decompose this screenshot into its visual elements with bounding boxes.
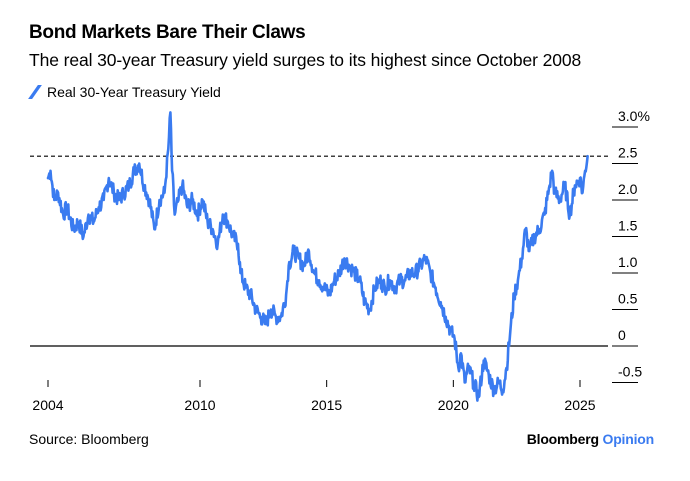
chart-title: Bond Markets Bare Their Claws [29,22,306,43]
x-tick-label: 2020 [438,397,469,413]
brand-main: Bloomberg [526,431,599,447]
brand-logo: Bloomberg Opinion [527,431,654,447]
y-tick-label: 2.0 [618,181,638,197]
y-tick-label: 2.5 [618,145,638,161]
brand-accent: Opinion [602,431,655,447]
series-line-real-30y-yield [46,111,589,402]
x-tick-label: 2025 [564,397,595,413]
legend-label: Real 30-Year Treasury Yield [47,84,221,100]
x-tick-label: 2015 [311,397,342,413]
y-tick-label: 1.5 [618,218,638,234]
y-tick-label: -0.5 [618,364,642,380]
chart-subtitle: The real 30-year Treasury yield surges t… [29,50,582,70]
x-tick-label: 2010 [184,397,215,413]
y-tick-label: 0.5 [618,291,638,307]
y-tick-label: 0 [618,327,626,343]
y-tick-label: 1.0 [618,254,638,270]
x-tick-label: 2004 [32,397,63,413]
source-note: Source: Bloomberg [29,431,149,447]
legend: Real 30-Year Treasury Yield [28,83,221,101]
y-tick-label: 3.0% [618,108,650,124]
